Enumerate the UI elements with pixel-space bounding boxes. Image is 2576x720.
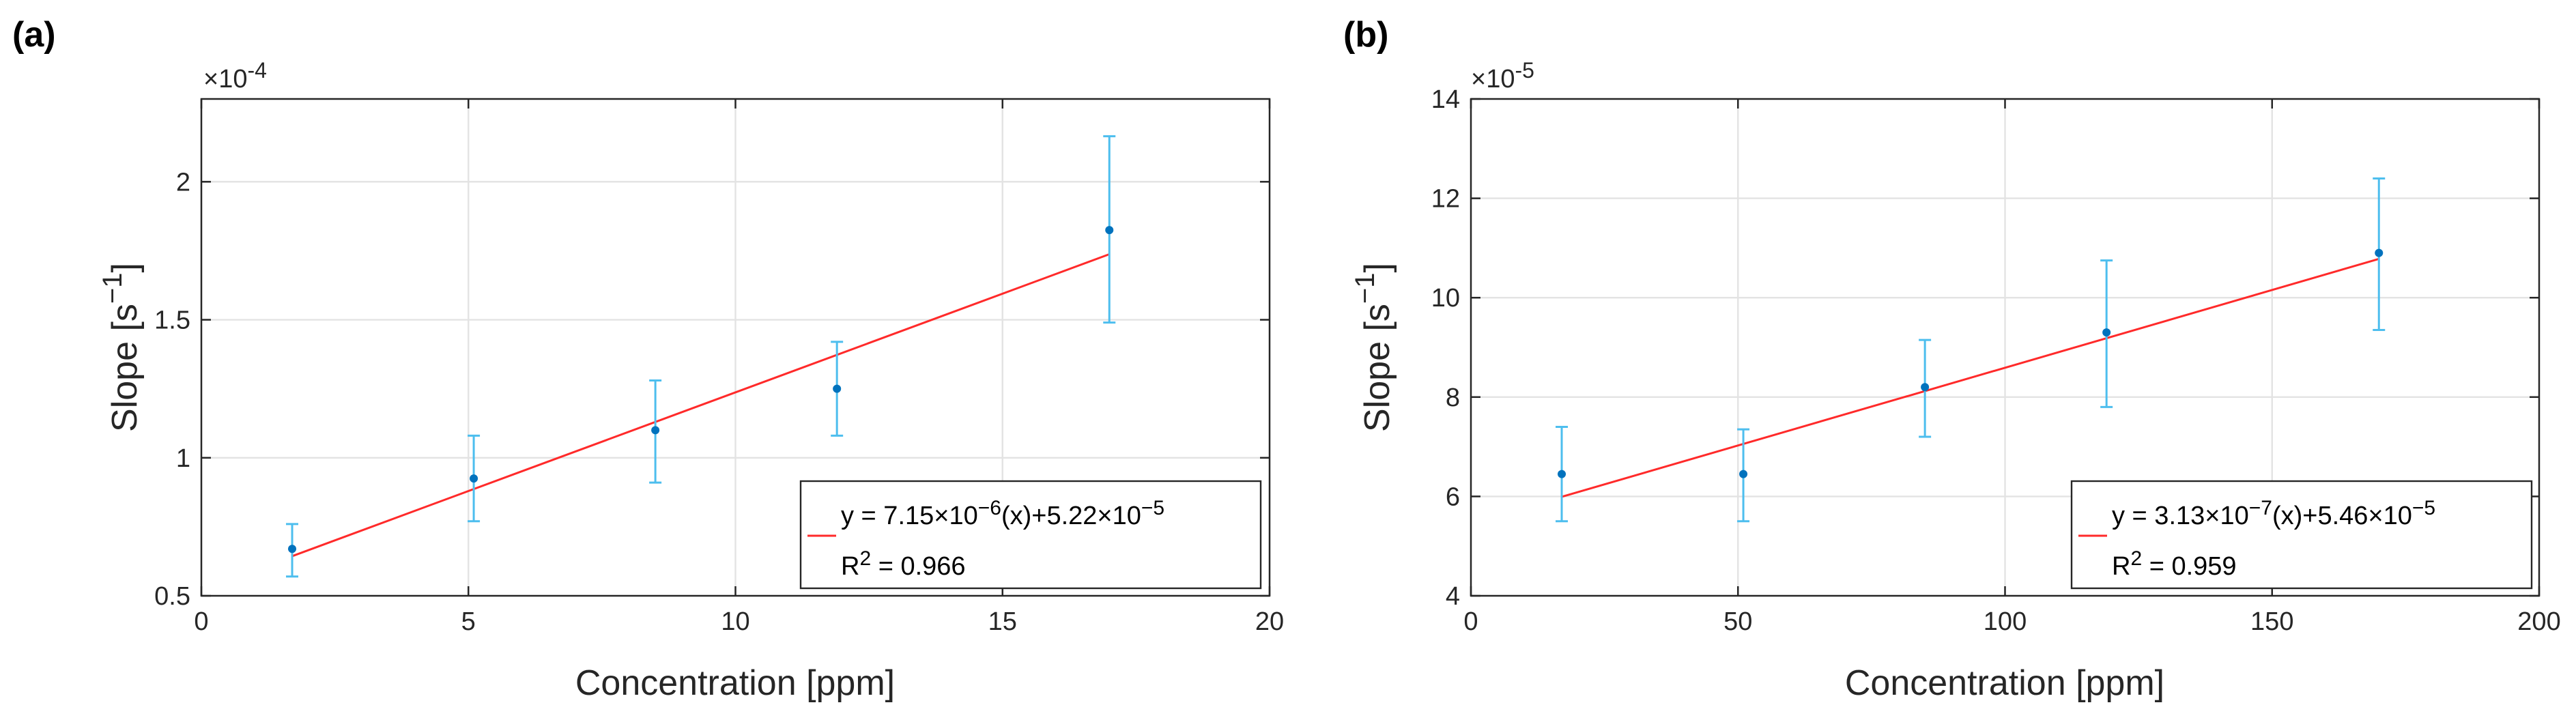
panel-b-legend: y = 3.13×10−7(x)+5.46×10−5 R2 = 0.959 bbox=[2070, 480, 2533, 590]
panel-a-y-tick-label: 0.5 bbox=[154, 582, 190, 611]
panel-a-legend-r2: R2 = 0.966 bbox=[841, 547, 966, 581]
panel-b-legend-box bbox=[2070, 480, 2533, 590]
panel-b-x-tick-label: 150 bbox=[2250, 607, 2293, 636]
panel-a-legend: y = 7.15×10−6(x)+5.22×10−5 R2 = 0.966 bbox=[799, 480, 1262, 590]
panel-b-point-marker bbox=[1921, 383, 1930, 392]
panel-b-y-tick-label: 4 bbox=[1446, 582, 1460, 611]
panel-b-x-axis-label: Concentration [ppm] bbox=[1845, 663, 2164, 703]
panel-b-data-point-3 bbox=[1919, 339, 1932, 438]
panel-a-x-axis-label: Concentration [ppm] bbox=[575, 663, 895, 703]
panel-b-points bbox=[1556, 177, 2386, 523]
panel-a-y-tick-label: 2 bbox=[176, 168, 190, 197]
panel-b: (b) ×10-5 0 50 100 150 200 4 6 8 10 12 14 Concentr… bbox=[1343, 15, 2561, 703]
panel-a-x-tick-label: 20 bbox=[1255, 607, 1284, 636]
panel-a-data-point-4 bbox=[831, 341, 844, 437]
panel-b-y-tick-label: 14 bbox=[1431, 85, 1460, 114]
panel-a-point-marker bbox=[651, 426, 660, 435]
panel-b-point-marker bbox=[2102, 328, 2111, 337]
panel-b-data-point-5 bbox=[2373, 177, 2386, 332]
panel-a-data-point-1 bbox=[286, 523, 299, 578]
panel-a-y-tick-label: 1.5 bbox=[154, 306, 190, 335]
panel-b-point-marker bbox=[1739, 470, 1748, 478]
panel-a-x-tick-label: 0 bbox=[194, 607, 208, 636]
panel-a-fit bbox=[291, 253, 1110, 558]
panel-a-points bbox=[286, 135, 1116, 578]
panel-a-x-tick-label: 15 bbox=[988, 607, 1017, 636]
panel-a-point-marker bbox=[470, 474, 478, 483]
panel-a-fit-line bbox=[291, 253, 1110, 558]
panel-b-point-marker bbox=[2375, 248, 2384, 257]
panel-a-point-marker bbox=[1105, 226, 1114, 235]
panel-b-y-tick-label: 8 bbox=[1446, 384, 1460, 412]
panel-a-legend-equation: y = 7.15×10−6(x)+5.22×10−5 bbox=[841, 497, 1164, 530]
panel-b-y-axis-label: Slope [s−1] bbox=[1350, 263, 1397, 432]
panel-a-data-point-5 bbox=[1103, 135, 1116, 324]
panel-b-x-tick-label: 100 bbox=[1984, 607, 2027, 636]
panel-b-exponent-label: ×10-5 bbox=[1471, 58, 1534, 93]
panel-a-grid bbox=[201, 99, 1270, 596]
panel-b-grid bbox=[1471, 99, 2539, 596]
panel-b-x-tick-label: 200 bbox=[2517, 607, 2560, 636]
panel-a-x-tick-label: 10 bbox=[721, 607, 749, 636]
panel-b-y-tick-label: 6 bbox=[1446, 483, 1460, 511]
panel-b-fit-line bbox=[1561, 257, 2379, 498]
panel-b-data-point-1 bbox=[1556, 425, 1569, 523]
panel-a-label: (a) bbox=[12, 15, 56, 55]
panel-b-fit bbox=[1561, 257, 2379, 498]
panel-a-x-tick-label: 5 bbox=[461, 607, 476, 636]
panel-a-legend-box bbox=[799, 480, 1262, 590]
panel-b-ticks: 0 50 100 150 200 4 6 8 10 12 14 bbox=[1431, 85, 2561, 636]
panel-b-point-marker bbox=[1558, 470, 1566, 478]
panel-a-data-point-2 bbox=[468, 434, 481, 523]
panel-b-y-tick-label: 12 bbox=[1431, 185, 1460, 214]
panel-b-y-tick-label: 10 bbox=[1431, 284, 1460, 313]
panel-b-legend-equation: y = 3.13×10−7(x)+5.46×10−5 bbox=[2112, 497, 2435, 530]
panel-a-y-axis-label: Slope [s−1] bbox=[98, 263, 145, 432]
panel-b-legend-r2: R2 = 0.959 bbox=[2112, 547, 2237, 581]
panel-a-point-marker bbox=[833, 384, 842, 393]
panel-a-exponent-label: ×10-4 bbox=[203, 58, 267, 93]
panel-a-point-marker bbox=[288, 545, 297, 553]
panel-b-label: (b) bbox=[1343, 15, 1388, 55]
panel-b-data-point-4 bbox=[2100, 259, 2113, 408]
panel-a-data-point-3 bbox=[649, 379, 662, 484]
panel-a: (a) ×10-4 0 5 10 15 20 0.5 1 1.5 2 Concentration… bbox=[12, 15, 1284, 703]
panel-b-x-tick-label: 0 bbox=[1463, 607, 1478, 636]
panel-a-y-tick-label: 1 bbox=[176, 444, 190, 473]
panel-a-ticks: 0 5 10 15 20 0.5 1 1.5 2 bbox=[154, 99, 1284, 636]
panel-b-x-tick-label: 50 bbox=[1723, 607, 1752, 636]
panel-b-data-point-2 bbox=[1737, 428, 1750, 523]
